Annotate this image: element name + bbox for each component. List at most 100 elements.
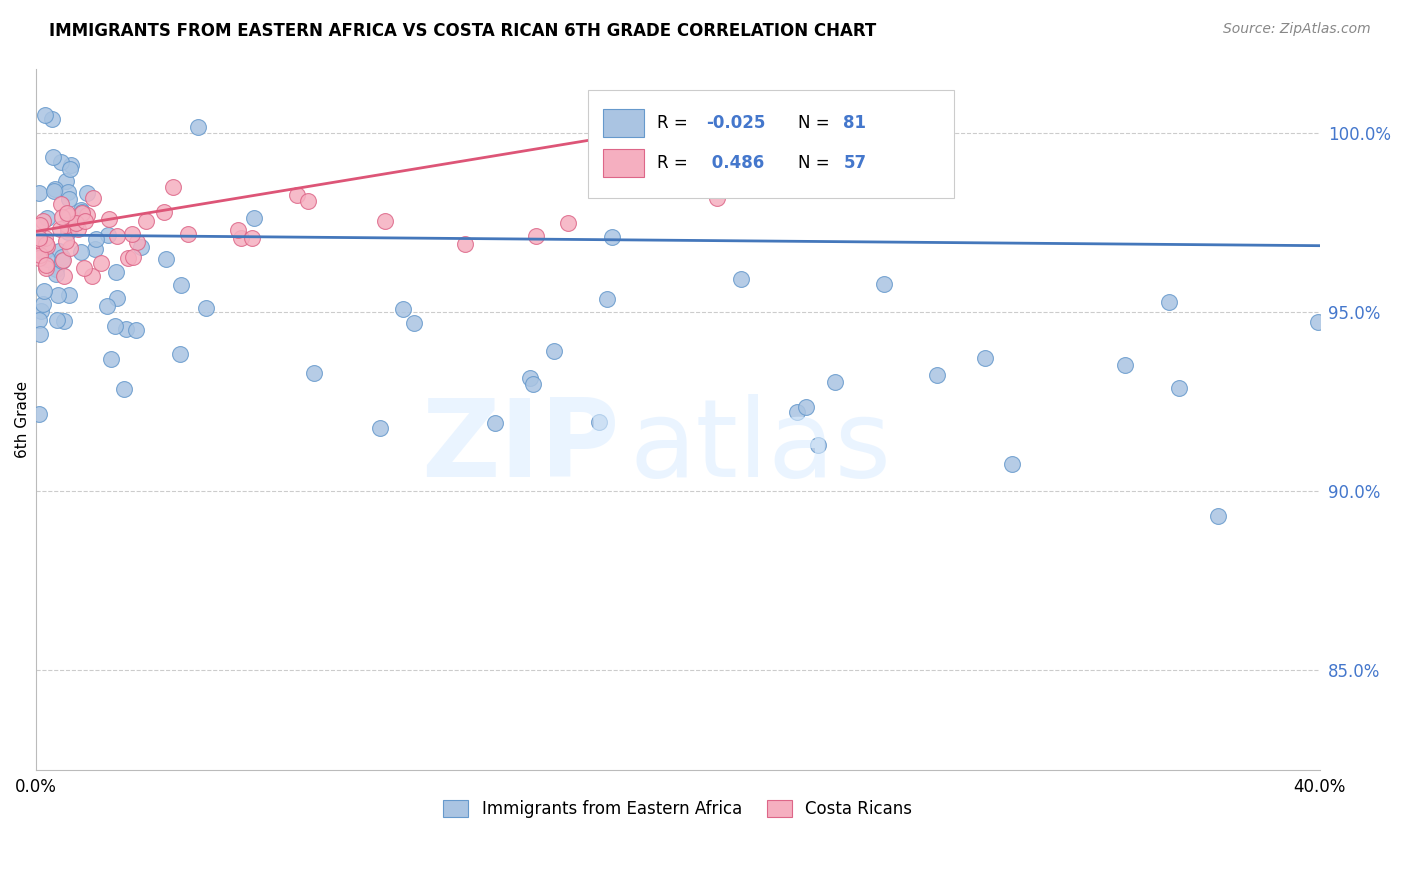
Point <box>49 221 72 235</box>
Point <box>630 177 652 191</box>
Point <box>73 214 96 228</box>
Point <box>155 252 177 267</box>
Point <box>97 211 120 226</box>
Point <box>170 277 193 292</box>
Point <box>794 400 817 414</box>
Point <box>90 256 112 270</box>
Point <box>34 231 56 245</box>
Point <box>53 269 76 284</box>
Point <box>596 293 619 307</box>
Point <box>105 229 128 244</box>
Point <box>619 140 641 154</box>
Point <box>187 120 209 134</box>
Point <box>543 343 565 358</box>
Point <box>35 237 58 252</box>
Point <box>226 222 249 236</box>
Point <box>70 245 93 260</box>
Text: Source: ZipAtlas.com: Source: ZipAtlas.com <box>1223 22 1371 37</box>
Point <box>706 191 728 205</box>
Bar <box>588 89 953 198</box>
Bar <box>603 149 644 178</box>
Text: R =: R = <box>657 154 693 172</box>
Point <box>162 179 184 194</box>
Point <box>32 213 55 227</box>
Point <box>974 351 997 366</box>
Text: IMMIGRANTS FROM EASTERN AFRICA VS COSTA RICAN 6TH GRADE CORRELATION CHART: IMMIGRANTS FROM EASTERN AFRICA VS COSTA … <box>49 22 876 40</box>
Point <box>28 231 51 245</box>
Point <box>56 225 79 239</box>
Text: atlas: atlas <box>628 394 891 500</box>
Point <box>84 232 107 246</box>
Point <box>125 235 148 249</box>
Point <box>600 230 623 244</box>
Point <box>1308 315 1330 329</box>
Point <box>35 258 58 272</box>
Point <box>35 238 58 252</box>
Point <box>240 231 263 245</box>
Point <box>58 288 80 302</box>
Point <box>28 186 51 201</box>
Point <box>129 240 152 254</box>
Point <box>76 209 98 223</box>
Point <box>80 269 103 284</box>
Point <box>59 162 82 177</box>
Point <box>524 229 547 244</box>
Point <box>65 216 87 230</box>
Point <box>114 322 136 336</box>
Point <box>623 168 645 182</box>
Point <box>45 261 67 276</box>
Point <box>28 251 51 265</box>
Point <box>35 252 58 266</box>
Point <box>374 214 396 228</box>
Point <box>55 218 77 232</box>
Point <box>28 326 51 341</box>
Text: N =: N = <box>799 114 835 132</box>
Point <box>37 211 59 225</box>
Point <box>1001 457 1024 471</box>
Point <box>135 214 157 228</box>
Bar <box>603 109 644 137</box>
Point <box>484 416 506 430</box>
Point <box>28 234 51 248</box>
Point <box>557 216 579 230</box>
Point <box>105 291 128 305</box>
Point <box>42 150 65 164</box>
Point <box>49 154 72 169</box>
Point <box>169 347 191 361</box>
Point <box>70 205 93 219</box>
Point <box>31 296 53 310</box>
Text: 57: 57 <box>844 154 866 172</box>
Point <box>402 316 425 330</box>
Text: 81: 81 <box>844 114 866 132</box>
Point <box>873 277 896 292</box>
Text: N =: N = <box>799 154 835 172</box>
Point <box>104 318 127 333</box>
Text: ZIP: ZIP <box>422 394 620 500</box>
Point <box>695 178 717 193</box>
Point <box>243 211 266 226</box>
Point <box>44 182 66 196</box>
Point <box>59 158 82 172</box>
Point <box>45 268 67 282</box>
Point <box>28 235 51 250</box>
Point <box>454 237 477 252</box>
Point <box>297 194 319 208</box>
Legend: Immigrants from Eastern Africa, Costa Ricans: Immigrants from Eastern Africa, Costa Ri… <box>437 793 920 825</box>
Point <box>51 210 73 224</box>
Point <box>105 264 128 278</box>
Point <box>117 251 139 265</box>
Point <box>56 222 79 236</box>
Point <box>824 375 846 389</box>
Point <box>58 192 80 206</box>
Point <box>96 299 118 313</box>
Point <box>125 323 148 337</box>
Point <box>35 260 58 275</box>
Point <box>46 313 69 327</box>
Point <box>807 438 830 452</box>
Point <box>32 285 55 299</box>
Point <box>73 261 96 276</box>
Point <box>112 382 135 396</box>
Point <box>1168 381 1191 395</box>
Point <box>52 253 75 268</box>
Text: -0.025: -0.025 <box>706 114 765 132</box>
